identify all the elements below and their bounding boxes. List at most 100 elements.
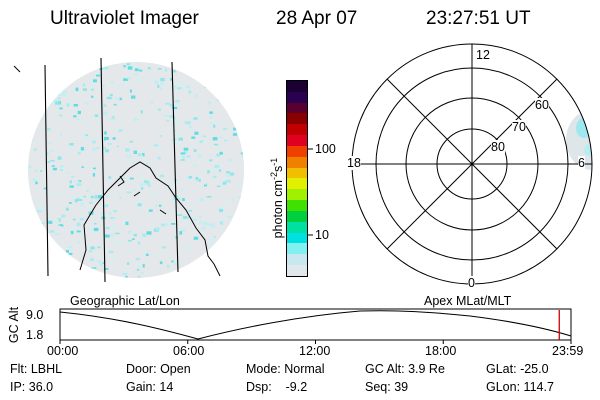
emission-speck (84, 120, 88, 124)
emission-speck (106, 96, 112, 100)
instrument-title: Ultraviolet Imager (50, 8, 199, 29)
colorbar-band (287, 232, 307, 244)
emission-speck (92, 173, 96, 177)
emission-speck (169, 103, 174, 107)
emission-speck (111, 115, 115, 120)
emission-speck (208, 223, 213, 227)
emission-speck (225, 179, 231, 183)
emission-speck (46, 142, 51, 145)
emission-speck (104, 131, 107, 135)
emission-speck (99, 262, 103, 267)
emission-speck (125, 221, 129, 225)
emission-speck (218, 217, 221, 221)
emission-speck (82, 83, 86, 87)
emission-speck (113, 103, 117, 106)
emission-speck (32, 178, 37, 182)
emission-speck (224, 177, 229, 180)
emission-speck (219, 136, 223, 139)
emission-speck (141, 272, 144, 274)
emission-speck (68, 202, 72, 204)
emission-speck (177, 214, 183, 216)
emission-speck (66, 149, 71, 152)
emission-speck (193, 190, 197, 193)
filter-info: Flt: LBHL (10, 362, 63, 376)
emission-speck (199, 198, 204, 202)
emission-speck (110, 81, 114, 84)
emission-speck (93, 227, 99, 232)
emission-speck (91, 95, 94, 98)
emission-speck (97, 246, 101, 249)
emission-speck (233, 127, 238, 131)
emission-speck (88, 136, 91, 140)
emission-speck (223, 128, 228, 130)
emission-speck (134, 68, 139, 72)
emission-speck (72, 196, 75, 199)
emission-speck (136, 268, 140, 271)
emission-speck (219, 163, 222, 167)
polar-diagonal-2 (386, 78, 558, 250)
emission-speck (197, 154, 202, 158)
emission-speck (140, 110, 143, 114)
emission-speck (112, 111, 116, 113)
emission-speck (156, 146, 162, 149)
emission-speck (38, 207, 43, 211)
emission-speck (125, 148, 130, 152)
emission-speck (198, 214, 202, 218)
emission-speck (212, 176, 217, 178)
emission-speck (240, 152, 244, 155)
emission-speck (138, 277, 141, 278)
emission-speck (215, 155, 219, 157)
emission-speck (157, 156, 161, 160)
emission-speck (225, 171, 231, 174)
emission-speck (132, 238, 135, 240)
emission-speck (214, 165, 220, 168)
emission-speck (56, 105, 60, 108)
emission-speck (216, 98, 219, 102)
emission-speck (219, 221, 224, 225)
emission-speck (110, 233, 114, 237)
emission-speck (193, 164, 197, 167)
emission-speck (191, 136, 196, 139)
emission-speck (226, 201, 232, 203)
emission-speck (142, 233, 147, 237)
emission-speck (118, 129, 123, 132)
gain-info: Gain: 14 (126, 380, 174, 394)
emission-speck (133, 150, 137, 154)
emission-speck (213, 236, 216, 238)
mlt-label-6: 6 (578, 156, 585, 170)
emission-speck (157, 108, 161, 112)
emission-speck (125, 275, 128, 278)
emission-speck (58, 97, 61, 100)
emission-speck (173, 199, 176, 203)
emission-speck (202, 135, 207, 138)
emission-speck (133, 233, 137, 237)
coastline (79, 161, 221, 277)
emission-speck (85, 102, 89, 104)
colorbar-band (287, 254, 307, 266)
colorbar-band (287, 135, 307, 146)
emission-speck (142, 264, 145, 268)
emission-speck (79, 196, 83, 199)
emission-speck (91, 267, 96, 269)
emission-speck (222, 181, 227, 185)
emission-speck (128, 230, 132, 234)
emission-speck (56, 218, 61, 222)
emission-speck (87, 158, 91, 161)
xtick-1200: 12:00 (299, 344, 331, 358)
colorbar-band (287, 178, 307, 190)
emission-speck (155, 136, 160, 139)
emission-speck (165, 222, 168, 226)
emission-speck (108, 118, 114, 121)
emission-speck (123, 78, 128, 81)
emission-speck (101, 84, 106, 87)
emission-speck (199, 220, 202, 224)
emission-speck (77, 151, 81, 155)
emission-speck (116, 145, 120, 148)
emission-speck (106, 194, 109, 197)
emission-speck (109, 217, 115, 219)
mode-info: Mode: Normal (246, 362, 325, 376)
emission-speck (105, 234, 110, 238)
emission-speck (94, 76, 97, 79)
emission-speck (213, 171, 218, 174)
